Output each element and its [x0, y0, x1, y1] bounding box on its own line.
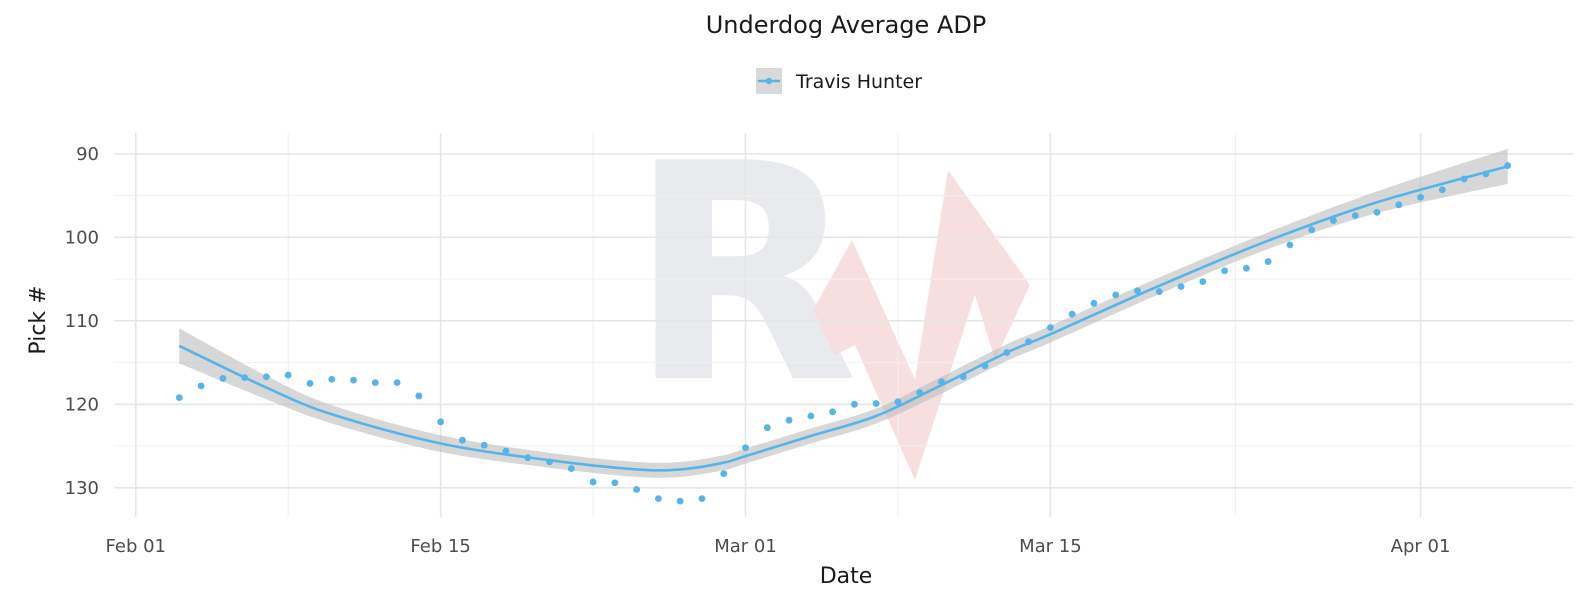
data-point [742, 444, 749, 452]
data-point [916, 389, 924, 397]
x-tick-label: Apr 01 [1391, 536, 1451, 557]
data-point [894, 398, 902, 406]
data-point [1025, 338, 1032, 346]
data-point [393, 379, 401, 386]
data-point [263, 373, 270, 381]
data-point [807, 412, 815, 420]
data-points [175, 162, 1512, 505]
data-point [1090, 299, 1098, 307]
data-point [1046, 324, 1054, 331]
data-point [350, 376, 357, 384]
data-point [328, 375, 336, 383]
data-point [1155, 288, 1163, 296]
data-point [1177, 283, 1185, 290]
data-point [1395, 201, 1403, 209]
legend: Travis Hunter [756, 68, 922, 94]
data-point [1242, 264, 1250, 272]
data-point [1286, 241, 1294, 249]
data-point [197, 382, 205, 390]
y-tick-label: 110 [65, 311, 99, 332]
data-point [1351, 212, 1359, 220]
data-point [633, 486, 641, 493]
x-tick-label: Mar 15 [1019, 536, 1082, 557]
smooth-line [178, 165, 1509, 472]
data-point [1221, 267, 1228, 275]
data-point [698, 495, 706, 503]
data-point [1112, 291, 1120, 299]
data-point [437, 418, 445, 426]
legend-label: Travis Hunter [795, 71, 922, 93]
y-tick-label: 100 [65, 227, 99, 248]
data-point [1460, 175, 1468, 183]
data-point [1417, 193, 1424, 201]
data-point [981, 362, 989, 370]
chart-title: Underdog Average ADP [706, 11, 987, 39]
data-point [1003, 349, 1011, 356]
data-point [567, 465, 575, 472]
data-point [676, 497, 684, 505]
data-point [459, 436, 466, 444]
data-point [785, 416, 793, 424]
x-tick-label: Mar 01 [714, 536, 777, 557]
x-tick-label: Feb 01 [106, 536, 167, 557]
data-point [1308, 226, 1316, 234]
data-point [371, 379, 379, 386]
legend-key-point [765, 77, 773, 85]
data-point [655, 495, 662, 503]
x-axis-title: Date [820, 564, 873, 589]
data-point [589, 478, 597, 486]
data-point [829, 408, 837, 416]
data-point [872, 400, 880, 407]
data-point [306, 380, 314, 387]
trend-line [178, 165, 1509, 472]
data-point [1482, 170, 1490, 178]
y-tick-label: 90 [76, 144, 99, 165]
data-point [1199, 278, 1207, 285]
y-axis-ticks: 90 100 110 120 130 [65, 144, 99, 499]
data-point [850, 400, 858, 408]
data-point [524, 454, 532, 462]
svg-text:R: R [628, 100, 859, 449]
gridlines [114, 133, 1573, 517]
data-point [1373, 208, 1381, 216]
data-point [1438, 186, 1446, 194]
data-point [1264, 258, 1272, 265]
data-point [219, 375, 227, 382]
data-point [611, 479, 619, 487]
x-tick-label: Feb 15 [410, 536, 471, 557]
data-point [502, 447, 510, 455]
data-point [1504, 162, 1512, 169]
y-tick-label: 120 [65, 394, 99, 415]
data-point [1330, 217, 1337, 225]
data-point [480, 441, 488, 449]
data-point [415, 392, 423, 400]
data-point [546, 458, 553, 466]
data-point [1068, 310, 1076, 318]
data-point [720, 470, 728, 477]
data-point [175, 394, 183, 402]
data-point [284, 371, 292, 379]
y-axis-title: Pick # [26, 285, 51, 354]
data-point [959, 373, 967, 381]
y-tick-label: 130 [65, 478, 99, 499]
x-axis-ticks: Feb 01 Feb 15 Mar 01 Mar 15 Apr 01 [106, 536, 1451, 557]
data-point [241, 374, 249, 381]
watermark-logo: R [628, 100, 1030, 480]
data-point [1134, 287, 1141, 295]
data-point [763, 424, 771, 432]
data-point [938, 378, 945, 386]
